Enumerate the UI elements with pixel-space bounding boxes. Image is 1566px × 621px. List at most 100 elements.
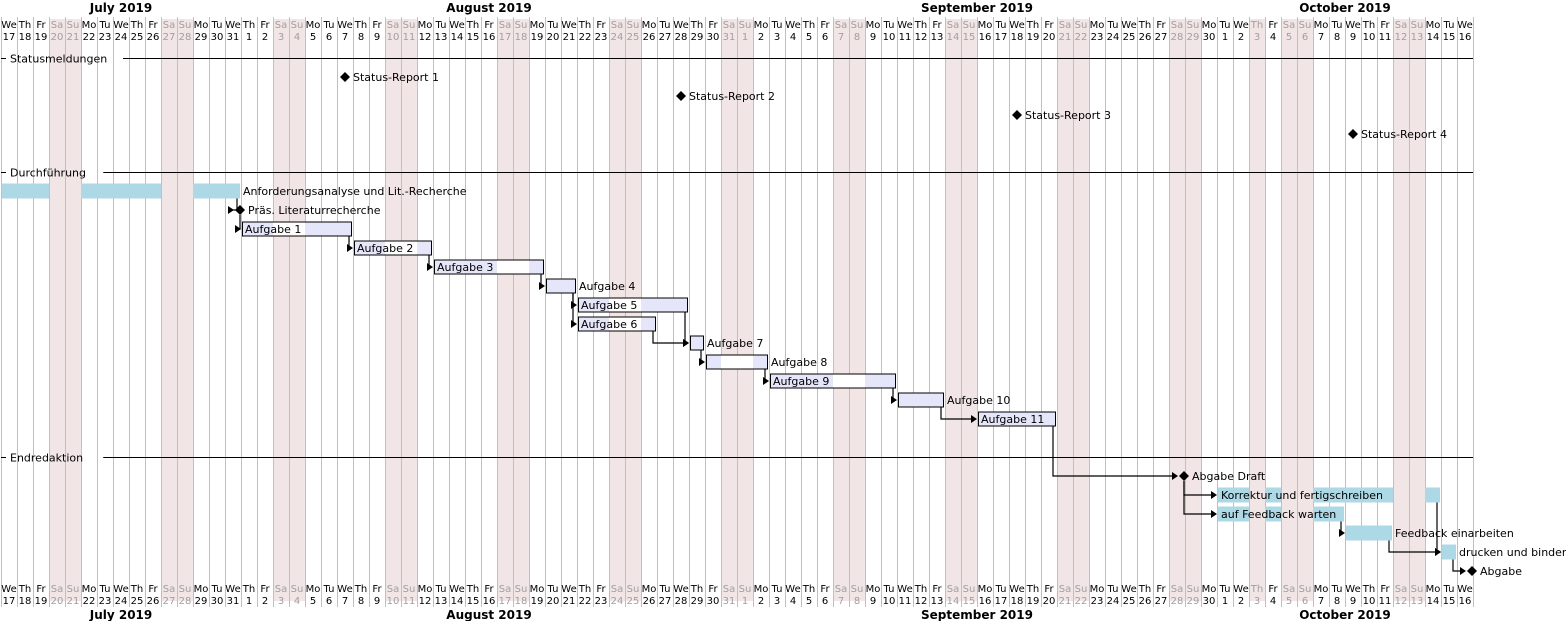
day-label: Tu xyxy=(771,584,783,595)
day-label: Mo xyxy=(1202,584,1217,595)
task-label: Aufgabe 7 xyxy=(707,337,763,350)
bar-weekend-gap xyxy=(849,374,865,388)
day-label: 22 xyxy=(579,596,592,607)
day-label: 16 xyxy=(1459,32,1472,43)
dependency-line xyxy=(684,312,686,344)
weekend-column xyxy=(1185,19,1201,601)
day-label: Su xyxy=(403,20,416,31)
day-label: Tu xyxy=(547,584,559,595)
dependency-arrowhead xyxy=(1460,567,1466,575)
day-label: 16 xyxy=(483,596,496,607)
task-bar-segment xyxy=(81,183,161,199)
month-label: October 2019 xyxy=(1299,1,1391,15)
day-label: Fr xyxy=(596,584,606,595)
day-label: We xyxy=(1457,20,1472,31)
day-label: 6 xyxy=(1302,32,1308,43)
day-label: 28 xyxy=(675,32,688,43)
day-label: 20 xyxy=(51,32,64,43)
day-label: 3 xyxy=(774,32,780,43)
dependency-line xyxy=(652,331,684,344)
day-label: Tu xyxy=(883,584,895,595)
month-label: September 2019 xyxy=(921,1,1033,15)
day-label: Sa xyxy=(1059,584,1071,595)
day-label: 8 xyxy=(358,32,364,43)
day-label: Mo xyxy=(642,20,657,31)
day-label: Mo xyxy=(1202,20,1217,31)
day-label: Th xyxy=(242,20,255,31)
day-label: Th xyxy=(354,20,367,31)
day-label: 15 xyxy=(963,596,976,607)
dependency-arrowhead xyxy=(699,358,705,366)
day-label: Fr xyxy=(708,584,718,595)
day-label: Fr xyxy=(596,20,606,31)
task-label: Aufgabe 11 xyxy=(981,413,1044,426)
day-label: Mo xyxy=(418,20,433,31)
day-label: Fr xyxy=(1044,20,1054,31)
weekend-column xyxy=(961,19,977,601)
weekend-column xyxy=(737,19,753,601)
day-label: We xyxy=(785,20,800,31)
day-label: Sa xyxy=(1171,584,1183,595)
day-label: Su xyxy=(627,584,640,595)
task-label: Aufgabe 9 xyxy=(773,375,829,388)
day-label: 15 xyxy=(1443,32,1456,43)
day-label: Tu xyxy=(323,584,335,595)
dependency-line xyxy=(572,293,574,325)
day-label: Tu xyxy=(1443,20,1455,31)
day-label: Fr xyxy=(1156,584,1166,595)
day-label: We xyxy=(1009,20,1024,31)
day-label: Tu xyxy=(1107,584,1119,595)
weekend-column xyxy=(1297,19,1313,601)
day-label: 28 xyxy=(179,596,192,607)
day-label: 19 xyxy=(35,596,48,607)
day-label: Mo xyxy=(530,20,545,31)
day-label: 29 xyxy=(691,32,704,43)
day-label: Su xyxy=(1299,584,1312,595)
day-label: Fr xyxy=(1268,20,1278,31)
day-label: 24 xyxy=(115,596,128,607)
day-label: Th xyxy=(914,584,927,595)
day-label: Su xyxy=(851,20,864,31)
day-label: 21 xyxy=(67,32,80,43)
weekend-column xyxy=(401,19,417,601)
weekend-background-layer xyxy=(49,19,1425,601)
task-label: auf Feedback warten xyxy=(1221,508,1336,521)
task-label: Feedback einarbeiten xyxy=(1395,527,1514,540)
day-label: 6 xyxy=(822,32,828,43)
day-label: Th xyxy=(802,584,815,595)
milestone-label: Abgabe Draft xyxy=(1192,470,1266,483)
day-label: 21 xyxy=(1059,32,1072,43)
day-label: 2 xyxy=(1238,596,1244,607)
day-label: Mo xyxy=(418,584,433,595)
section-title: Durchführung xyxy=(10,167,86,180)
day-label: Su xyxy=(1411,20,1424,31)
day-label: 17 xyxy=(995,596,1008,607)
day-label: 5 xyxy=(806,596,812,607)
dependency-arrowhead xyxy=(1172,472,1178,480)
day-label: 9 xyxy=(1350,32,1356,43)
day-label: 26 xyxy=(643,596,656,607)
day-label: We xyxy=(337,20,352,31)
day-label: Mo xyxy=(306,584,321,595)
day-label: Tu xyxy=(995,20,1007,31)
day-label: Tu xyxy=(995,584,1007,595)
day-label: Sa xyxy=(51,584,63,595)
milestone-marker xyxy=(1012,110,1022,120)
weekend-column xyxy=(945,19,961,601)
day-label: Fr xyxy=(708,20,718,31)
weekend-column xyxy=(49,19,65,601)
day-label: We xyxy=(897,584,912,595)
day-label: 15 xyxy=(963,32,976,43)
day-label: 17 xyxy=(3,32,16,43)
day-label: 17 xyxy=(3,596,16,607)
month-label: October 2019 xyxy=(1299,608,1391,621)
day-label: 16 xyxy=(483,32,496,43)
day-label: Su xyxy=(67,584,80,595)
day-label: Th xyxy=(1250,20,1263,31)
day-label: 24 xyxy=(611,596,624,607)
day-label: 4 xyxy=(790,32,796,43)
day-label: Th xyxy=(1362,584,1375,595)
day-label: Sa xyxy=(51,20,63,31)
day-label: We xyxy=(1457,584,1472,595)
day-label: 31 xyxy=(723,32,736,43)
